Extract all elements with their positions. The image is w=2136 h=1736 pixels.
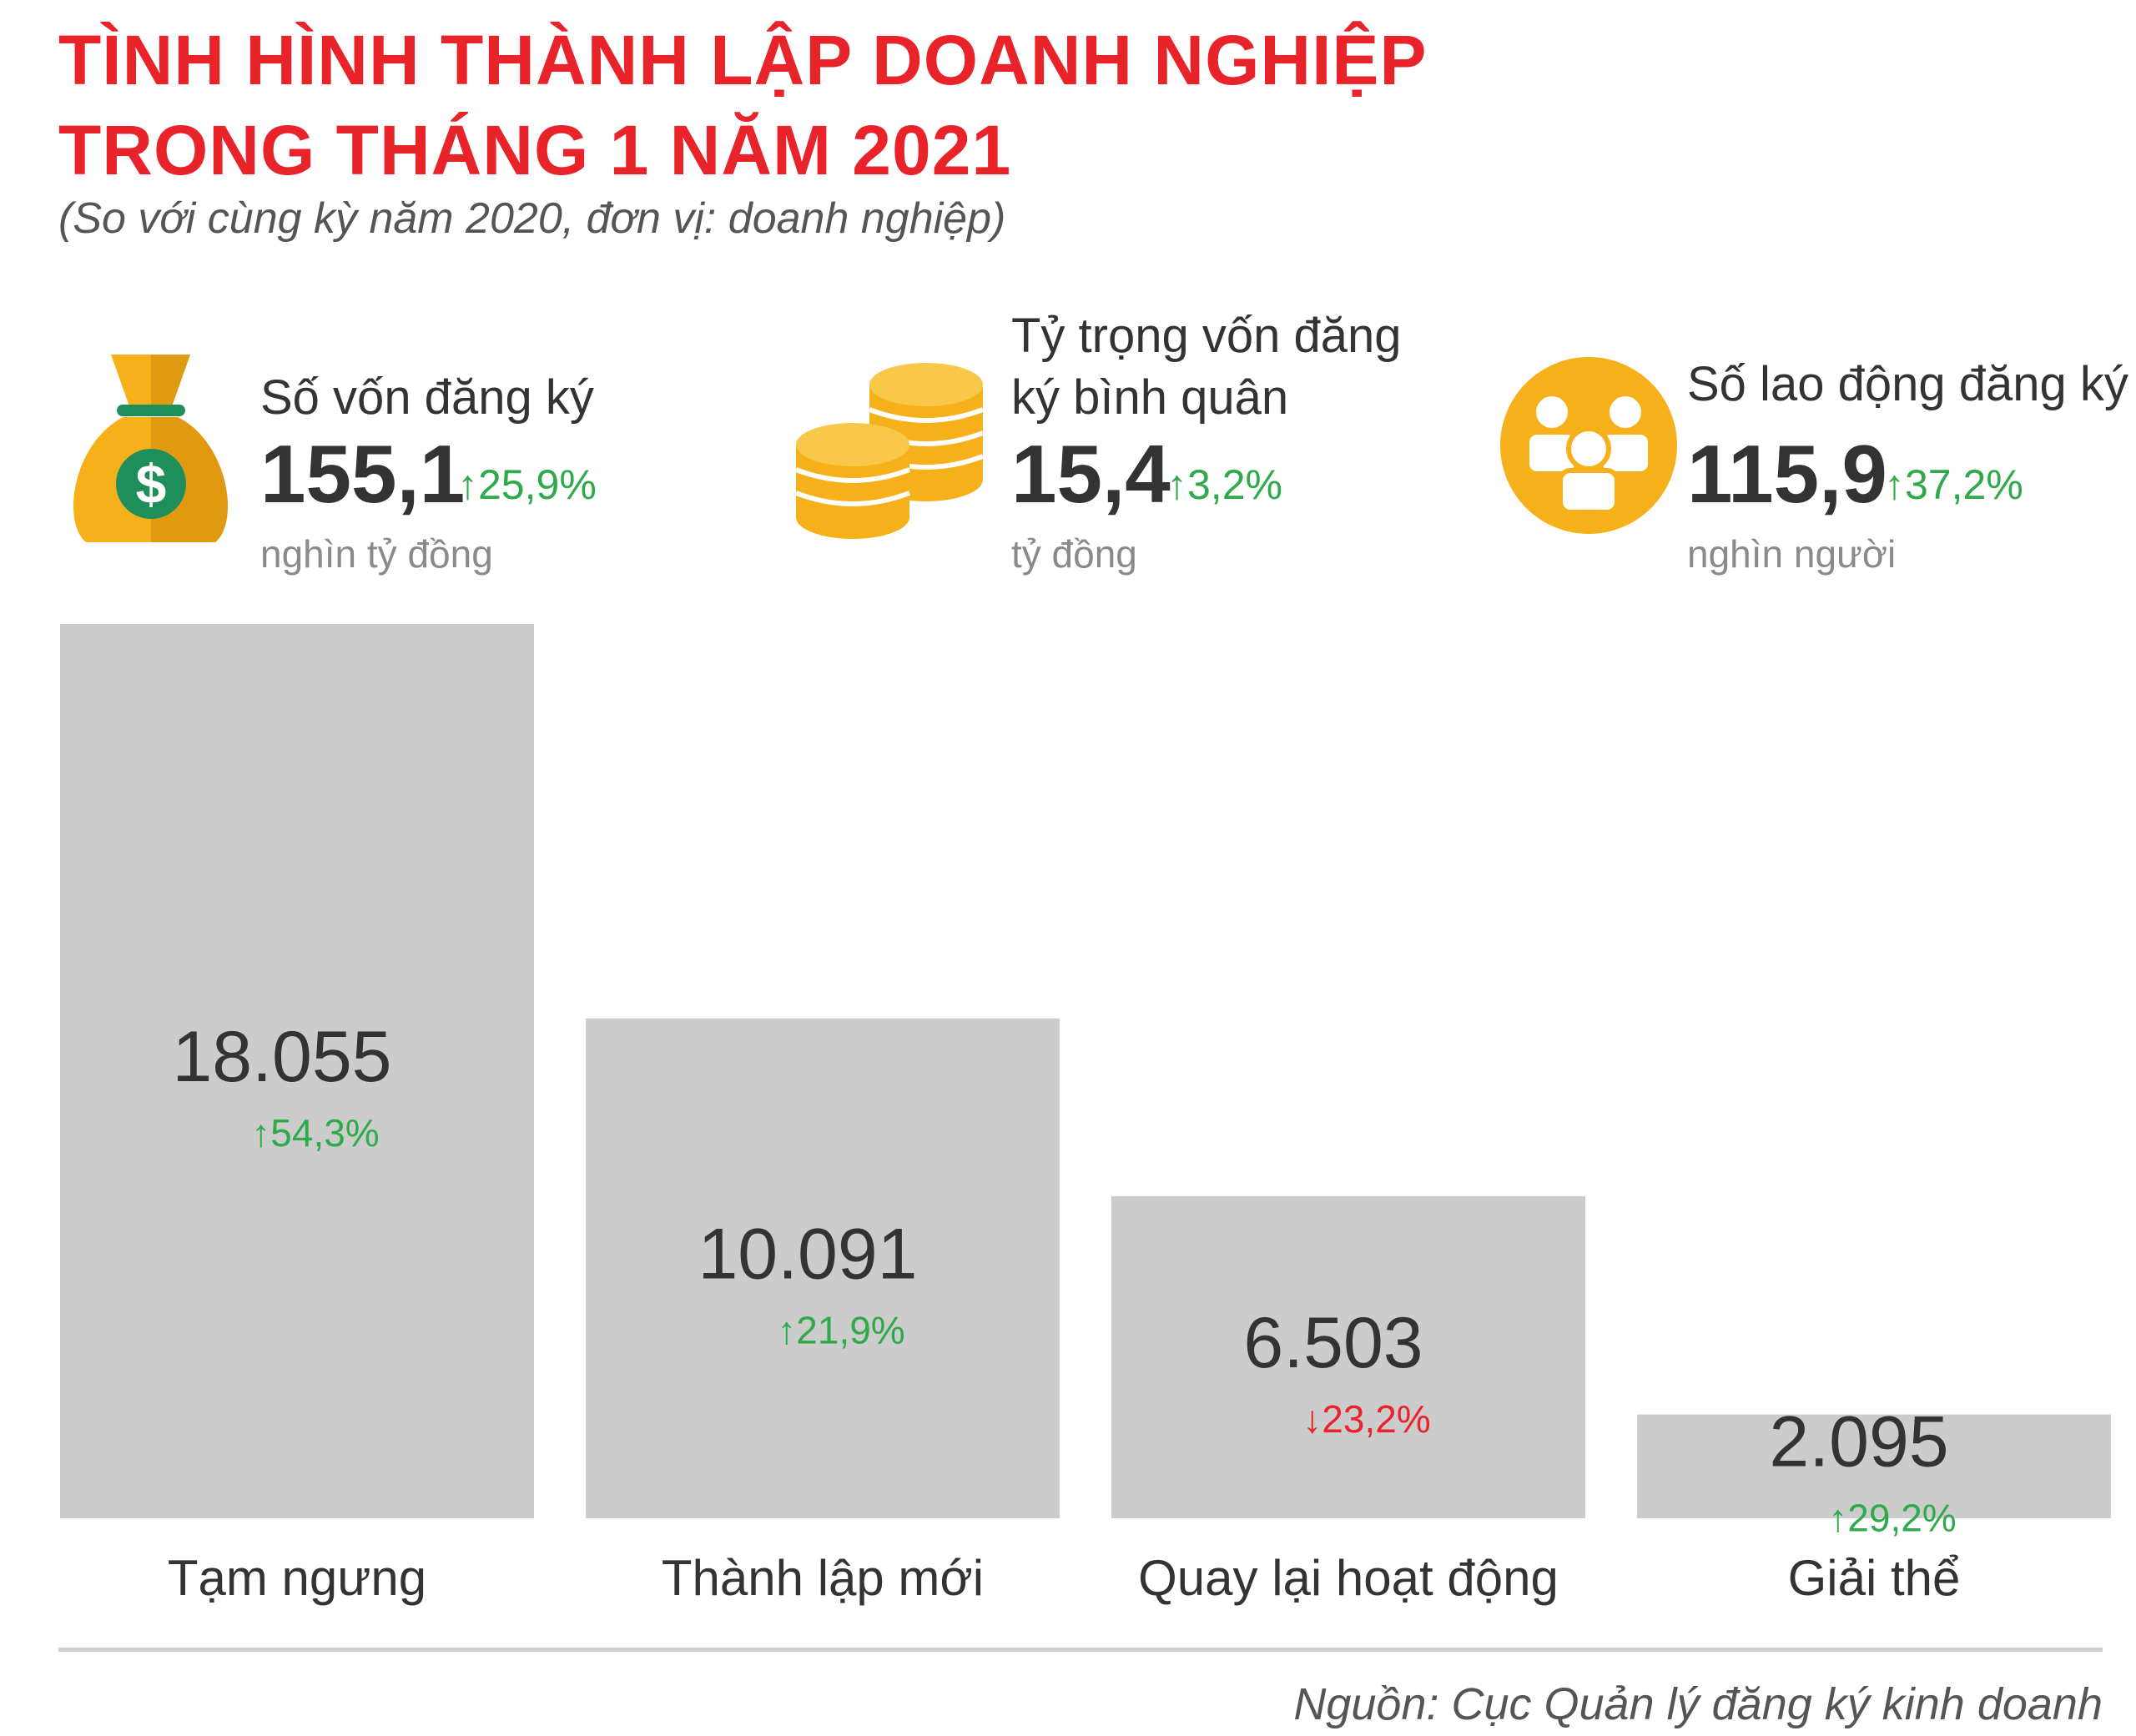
bar xyxy=(60,624,534,1518)
people-icon xyxy=(1500,357,1677,534)
bar-change-label: ↑54,3% xyxy=(251,1111,379,1155)
bar-value-label: 10.091 xyxy=(698,1214,917,1294)
stat-change: ↑25,9% xyxy=(457,461,597,508)
money-bag-icon: $ xyxy=(73,355,228,542)
stat-label: Số lao động đăng ký xyxy=(1687,357,2128,411)
coins-icon xyxy=(794,363,985,539)
stat-label: Số vốn đăng ký xyxy=(260,370,594,425)
page-subtitle: (So với cùng kỳ năm 2020, đơn vị: doanh … xyxy=(58,194,1006,243)
bar-value-label: 18.055 xyxy=(172,1017,391,1097)
category-label: Giải thể xyxy=(1788,1550,1961,1606)
stat-label-line-1: Tỷ trọng vốn đăng xyxy=(1011,309,1402,363)
bar-change-label: ↑29,2% xyxy=(1828,1497,1956,1540)
stat-unit: nghìn người xyxy=(1687,532,1897,576)
page-title: TÌNH HÌNH THÀNH LẬP DOANH NGHIỆP TRONG T… xyxy=(58,15,1427,195)
bar xyxy=(1111,1195,1585,1518)
bar xyxy=(1637,1414,2111,1518)
arrow-up-icon: ↑ xyxy=(1166,461,1187,508)
bar-change-label: ↓23,2% xyxy=(1302,1397,1430,1441)
arrow-up-icon: ↑ xyxy=(457,461,478,508)
title-line-1: TÌNH HÌNH THÀNH LẬP DOANH NGHIỆP xyxy=(58,21,1428,99)
category-label: Tạm ngưng xyxy=(168,1550,426,1606)
category-label: Quay lại hoạt động xyxy=(1138,1550,1559,1606)
stat-label-line-2: ký bình quân xyxy=(1011,370,1289,425)
divider xyxy=(58,1648,2103,1652)
stat-value: 115,9 xyxy=(1687,428,1887,520)
bar xyxy=(586,1018,1060,1518)
category-label: Thành lập mới xyxy=(662,1550,984,1606)
bar-change-label: ↑21,9% xyxy=(777,1308,904,1351)
stat-value: 15,4 xyxy=(1011,428,1171,520)
bar-value-label: 2.095 xyxy=(1769,1402,1948,1482)
stat-change: ↑37,2% xyxy=(1884,461,2023,508)
stat-value: 155,1 xyxy=(260,428,466,520)
source-note: Nguồn: Cục Quản lý đăng ký kinh doanh xyxy=(1293,1679,2103,1729)
svg-text:$: $ xyxy=(136,453,167,515)
stat-unit: nghìn tỷ đồng xyxy=(260,532,493,576)
stat-change: ↑3,2% xyxy=(1166,461,1282,508)
arrow-up-icon: ↑ xyxy=(1884,461,1905,508)
bar-value-label: 6.503 xyxy=(1243,1303,1423,1383)
title-line-2: TRONG THÁNG 1 NĂM 2021 xyxy=(58,111,1012,189)
stat-unit: tỷ đồng xyxy=(1011,532,1137,576)
